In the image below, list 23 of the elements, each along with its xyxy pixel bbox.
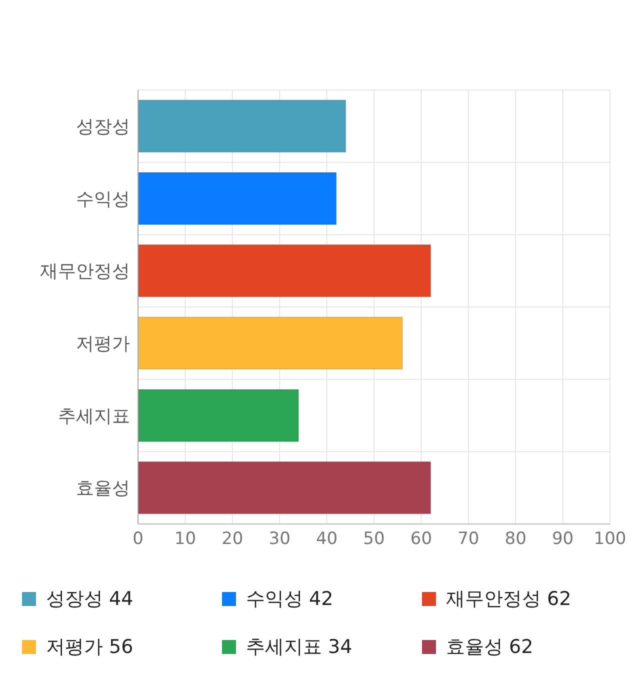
x-tick-label: 100: [594, 529, 626, 550]
y-tick-label: 재무안정성: [40, 261, 130, 282]
legend-label: 저평가 56: [46, 635, 134, 660]
x-tick-label: 90: [552, 529, 574, 550]
x-tick-label: 60: [410, 529, 432, 550]
x-tick-label: 30: [268, 529, 290, 550]
x-tick-label: 80: [504, 529, 526, 550]
y-tick-label: 성장성: [76, 116, 130, 138]
x-tick-label: 70: [458, 529, 480, 550]
y-tick-label: 효율성: [76, 478, 130, 500]
x-tick-label: 40: [316, 529, 338, 550]
x-tick-label: 0: [132, 529, 144, 550]
x-tick-label: 10: [174, 529, 196, 550]
legend-label: 추세지표 34: [246, 635, 352, 660]
x-tick-label: 50: [363, 529, 385, 550]
legend-label: 수익성 42: [246, 587, 334, 612]
legend-label: 재무안정성 62: [446, 587, 572, 612]
legend-label: 효율성 62: [446, 635, 534, 660]
y-tick-label: 추세지표: [58, 406, 130, 427]
y-tick-label: 수익성: [76, 188, 130, 210]
x-tick-label: 20: [222, 529, 244, 550]
legend-label: 성장성 44: [46, 587, 134, 612]
y-tick-label: 저평가: [76, 334, 130, 355]
